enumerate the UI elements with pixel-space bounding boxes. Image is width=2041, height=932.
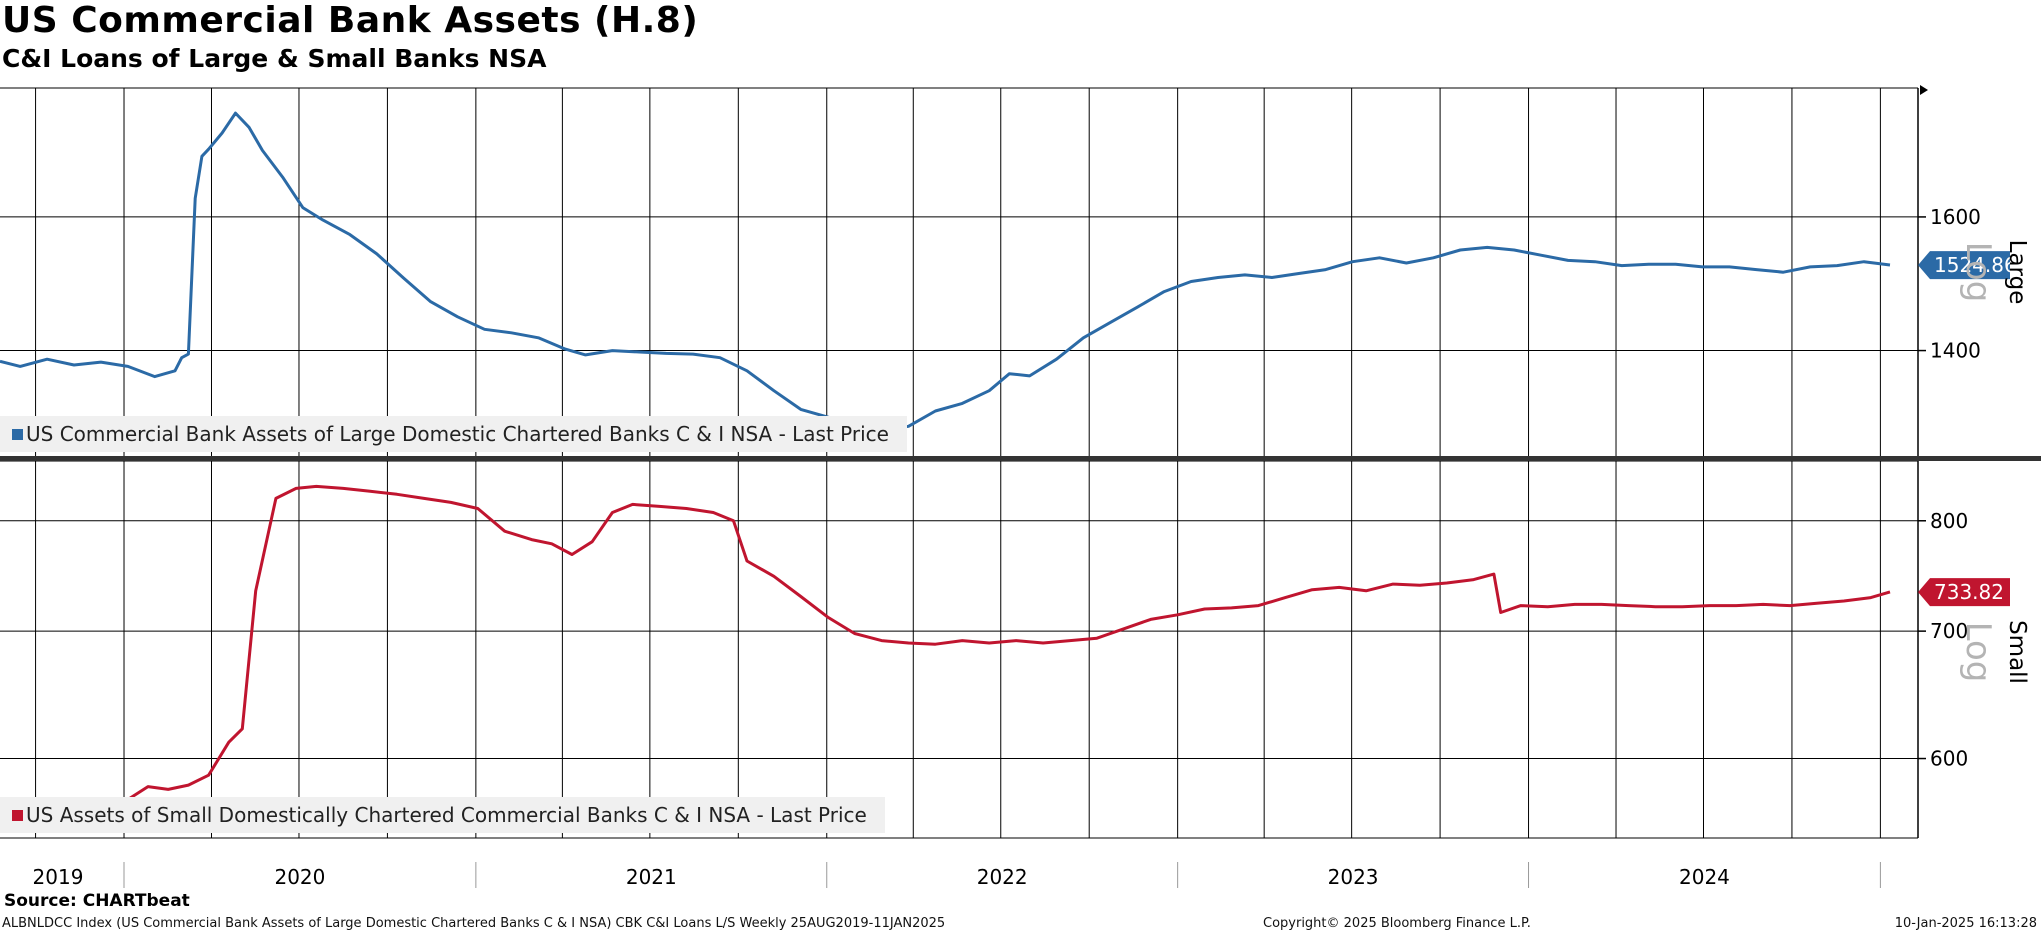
series-line <box>0 484 1891 810</box>
y-tick-label: 700 <box>1930 619 1968 643</box>
legend-swatch-small <box>12 809 23 821</box>
last-price-tag <box>1918 251 2010 280</box>
legend-small-banks: US Assets of Small Domestically Chartere… <box>0 797 885 833</box>
log-scale-label: Log <box>1958 242 1998 303</box>
chart-title: US Commercial Bank Assets (H.8) <box>2 0 699 41</box>
chart-subtitle: C&I Loans of Large & Small Banks NSA <box>2 44 547 73</box>
legend-label-small: US Assets of Small Domestically Chartere… <box>26 803 867 827</box>
legend-swatch-large <box>12 428 23 440</box>
y-tick-label: 1400 <box>1930 339 1981 363</box>
axis-arrow <box>1920 85 1928 95</box>
source-label: Source: CHARTbeat <box>4 891 190 911</box>
grid-layer <box>0 87 1918 838</box>
y-axis-name: Large <box>2004 240 2030 305</box>
log-scale-label: Log <box>1958 622 1998 683</box>
x-tick-label: 2020 <box>274 865 325 889</box>
x-tick-label: 2022 <box>977 865 1028 889</box>
footer-copyright: Copyright© 2025 Bloomberg Finance L.P. <box>1263 916 1531 931</box>
legend-large-banks: US Commercial Bank Assets of Large Domes… <box>0 416 907 452</box>
last-price-label: 733.82 <box>1934 580 2004 604</box>
y-tick-label: 800 <box>1930 509 1968 533</box>
y-axis-name: Small <box>2004 620 2030 684</box>
x-tick-label: 2024 <box>1679 865 1730 889</box>
x-tick-label: 2019 <box>33 865 84 889</box>
footer-timestamp: 10-Jan-2025 16:13:28 <box>1894 916 2037 931</box>
x-tick-label: 2021 <box>626 865 677 889</box>
y-tick-label: 1600 <box>1930 205 1981 229</box>
x-tick-label: 2023 <box>1328 865 1379 889</box>
series-line <box>0 111 1891 433</box>
legend-label-large: US Commercial Bank Assets of Large Domes… <box>26 422 889 446</box>
y-tick-label: 600 <box>1930 747 1968 771</box>
footer-description: ALBNLDCC Index (US Commercial Bank Asset… <box>2 916 946 931</box>
axis-layer: 140016001524.86LargeLog600700800733.82Sm… <box>0 85 2041 889</box>
last-price-label: 1524.86 <box>1934 253 2017 277</box>
last-price-tag <box>1918 578 2010 607</box>
